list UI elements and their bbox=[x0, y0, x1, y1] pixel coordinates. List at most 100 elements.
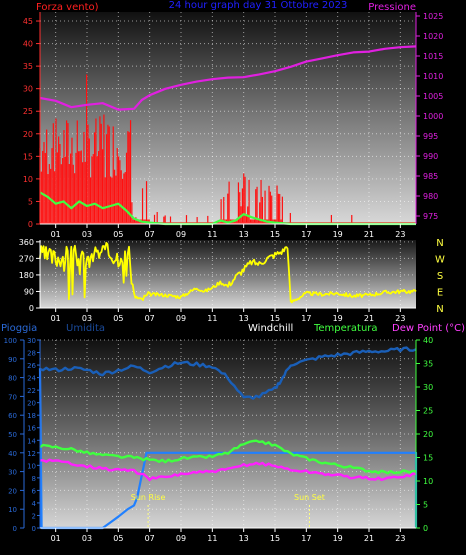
rain-tick-label-22: 22 bbox=[27, 387, 36, 395]
right-tick-label-990: 990 bbox=[423, 152, 438, 161]
left-tick-label-5: 5 bbox=[28, 197, 33, 206]
x-tick-label-03: 03 bbox=[82, 230, 92, 239]
x-tick-label-05: 05 bbox=[113, 230, 123, 239]
humidity-tick-label-80: 80 bbox=[8, 375, 17, 383]
x-tick-label-11: 11 bbox=[207, 314, 217, 323]
wind-bars bbox=[39, 74, 416, 224]
x-tick-label-21: 21 bbox=[364, 314, 374, 323]
x-tick-label-09: 09 bbox=[176, 534, 186, 543]
x-tick-label-13: 13 bbox=[239, 534, 249, 543]
x-tick-label-19: 19 bbox=[333, 534, 343, 543]
x-tick-label-01: 01 bbox=[51, 314, 61, 323]
rain-tick-label-10: 10 bbox=[27, 462, 36, 470]
wind-axis-label: Forza vento) bbox=[36, 2, 99, 13]
left-tick-label-10: 10 bbox=[23, 175, 33, 184]
left-tick-label-0: 0 bbox=[28, 220, 33, 229]
humidity-tick-label-30: 30 bbox=[8, 469, 17, 477]
x-tick-label-03: 03 bbox=[82, 534, 92, 543]
x-tick-label-09: 09 bbox=[176, 314, 186, 323]
temp-tick-label-40: 40 bbox=[423, 336, 433, 345]
humidity-tick-label-70: 70 bbox=[8, 393, 17, 401]
series-line-Pressione bbox=[39, 45, 417, 111]
x-tick-label-07: 07 bbox=[145, 534, 155, 543]
humidity-tick-label-10: 10 bbox=[8, 506, 17, 514]
rain-tick-label-14: 14 bbox=[27, 437, 36, 445]
x-tick-label-01: 01 bbox=[51, 534, 61, 543]
x-tick-label-23: 23 bbox=[395, 314, 405, 323]
left-tick-label-25: 25 bbox=[23, 107, 33, 116]
compass-label-N-0: N bbox=[436, 238, 443, 249]
axes-1: 0510152025303540459759809859909951000100… bbox=[23, 12, 443, 239]
legend-temperature: Temperatura bbox=[313, 323, 378, 334]
right-tick-label-1005: 1005 bbox=[423, 92, 443, 101]
series-2 bbox=[39, 241, 417, 304]
left-tick-label-45: 45 bbox=[23, 17, 33, 26]
compass-label-W-1: W bbox=[435, 254, 445, 265]
rain-tick-label-8: 8 bbox=[32, 475, 36, 483]
rain-tick-label-20: 20 bbox=[27, 400, 36, 408]
humidity-tick-label-100: 100 bbox=[4, 337, 17, 345]
right-tick-label-995: 995 bbox=[423, 132, 438, 141]
series-line-Umidita bbox=[39, 346, 417, 400]
x-tick-label-17: 17 bbox=[301, 314, 311, 323]
right-tick-label-1020: 1020 bbox=[423, 32, 443, 41]
left-tick-label-20: 20 bbox=[23, 130, 33, 139]
x-tick-label-09: 09 bbox=[176, 230, 186, 239]
x-tick-label-13: 13 bbox=[239, 230, 249, 239]
x-tick-label-05: 05 bbox=[113, 314, 123, 323]
right-tick-label-1015: 1015 bbox=[423, 52, 443, 61]
rain-tick-label-16: 16 bbox=[27, 425, 36, 433]
x-tick-label-19: 19 bbox=[333, 230, 343, 239]
rain-tick-label-24: 24 bbox=[27, 375, 36, 383]
rain-tick-label-4: 4 bbox=[32, 500, 37, 508]
temp-tick-label-5: 5 bbox=[423, 501, 428, 510]
x-tick-label-21: 21 bbox=[364, 230, 374, 239]
series-line-Direzione bbox=[39, 241, 417, 304]
chart-title: 24 hour graph day 31 Ottobre 2023 bbox=[169, 0, 348, 11]
right-tick-label-1000: 1000 bbox=[423, 112, 443, 121]
x-tick-label-15: 15 bbox=[270, 230, 280, 239]
humidity-tick-label-50: 50 bbox=[8, 431, 17, 439]
rain-tick-label-6: 6 bbox=[32, 487, 37, 495]
rain-tick-label-30: 30 bbox=[27, 337, 36, 345]
rain-tick-label-0: 0 bbox=[32, 525, 36, 533]
humidity-tick-label-20: 20 bbox=[8, 487, 17, 495]
x-tick-label-17: 17 bbox=[301, 534, 311, 543]
x-tick-label-11: 11 bbox=[207, 534, 217, 543]
axes-3: 0102030405060708090100024681012141618202… bbox=[4, 336, 434, 543]
x-tick-label-15: 15 bbox=[270, 314, 280, 323]
compass-label-E-3: E bbox=[437, 287, 443, 298]
compass-label-N-4: N bbox=[436, 304, 443, 315]
x-tick-label-07: 07 bbox=[145, 314, 155, 323]
left-tick-label-30: 30 bbox=[23, 85, 33, 94]
temp-tick-label-15: 15 bbox=[423, 454, 433, 463]
temp-tick-label-10: 10 bbox=[423, 477, 433, 486]
right-tick-label-985: 985 bbox=[423, 172, 438, 181]
humidity-tick-label-0: 0 bbox=[13, 525, 17, 533]
x-tick-label-21: 21 bbox=[364, 534, 374, 543]
humidity-tick-label-90: 90 bbox=[8, 356, 17, 364]
legend-windchill: Windchill bbox=[248, 323, 293, 334]
temp-tick-label-30: 30 bbox=[423, 383, 433, 392]
x-tick-label-01: 01 bbox=[51, 230, 61, 239]
dir-tick-label-180: 180 bbox=[19, 271, 34, 280]
compass-label-S-2: S bbox=[437, 271, 443, 282]
x-tick-label-15: 15 bbox=[270, 534, 280, 543]
series-line-Vento bbox=[39, 191, 416, 226]
x-tick-label-05: 05 bbox=[113, 534, 123, 543]
right-tick-label-1025: 1025 bbox=[423, 12, 443, 21]
right-tick-label-1010: 1010 bbox=[423, 72, 443, 81]
right-tick-label-975: 975 bbox=[423, 212, 438, 221]
rain-tick-label-18: 18 bbox=[27, 412, 36, 420]
dir-tick-label-360: 360 bbox=[19, 238, 34, 247]
rain-axis-label: Pioggia bbox=[1, 323, 37, 334]
x-tick-label-19: 19 bbox=[333, 314, 343, 323]
left-tick-label-40: 40 bbox=[23, 40, 33, 49]
rain-tick-label-12: 12 bbox=[27, 450, 36, 458]
x-tick-label-07: 07 bbox=[145, 230, 155, 239]
legend-dewpoint: Dew Point (°C) bbox=[392, 323, 465, 334]
panel-wind-pressure: Forza vento) 24 hour graph day 31 Ottobr… bbox=[23, 0, 444, 239]
right-tick-label-980: 980 bbox=[423, 192, 438, 201]
